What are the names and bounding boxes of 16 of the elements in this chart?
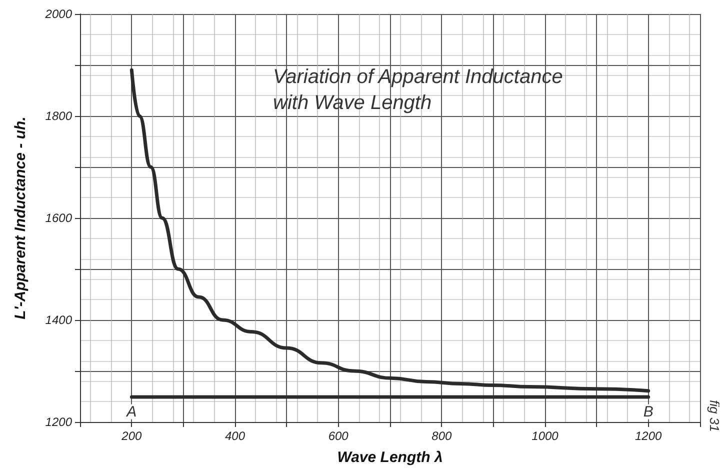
annotation: A [126, 403, 137, 420]
y-tick-label: 1600 [45, 211, 72, 225]
x-tick-label: 400 [224, 429, 246, 443]
x-tick-label: 600 [328, 429, 349, 443]
caption: fig 31 [707, 400, 722, 432]
x-axis-title: Wave Length λ [337, 449, 443, 466]
y-tick-label: 1800 [45, 109, 72, 123]
y-axis-title: L'-Apparent Inductance - uh. [12, 116, 29, 320]
x-tick-label: 1200 [634, 429, 662, 443]
y-tick-label: 1400 [45, 313, 72, 327]
x-tick-label: 200 [120, 429, 142, 443]
x-tick-label: 800 [432, 429, 452, 443]
annotation: B [643, 403, 654, 420]
x-tick-label: 1000 [532, 429, 559, 443]
y-tick-label: 1200 [45, 415, 72, 429]
y-tick-label: 2000 [44, 7, 72, 21]
